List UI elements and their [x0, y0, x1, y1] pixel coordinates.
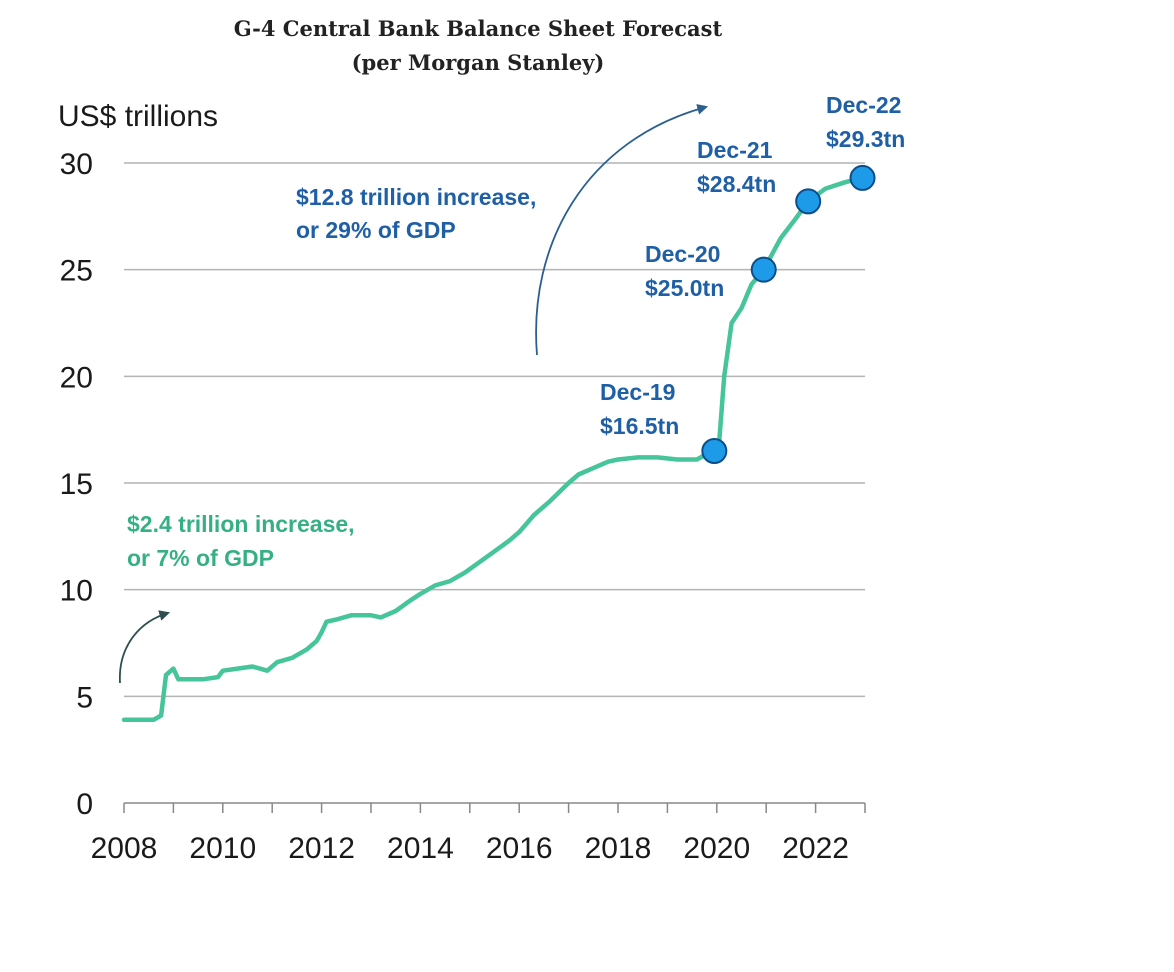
x-tick-label-2018: 2018 — [585, 832, 652, 865]
marker-dec-21 — [795, 188, 822, 215]
label-dec-21-value: $28.4tn — [697, 171, 776, 197]
y-tick-label-5: 5 — [76, 681, 93, 714]
x-tick-label-2020: 2020 — [683, 832, 750, 865]
marker-dec-20 — [750, 256, 777, 283]
x-tick-label-2022: 2022 — [782, 832, 849, 865]
label-dec-22-date: Dec-22 — [826, 92, 901, 118]
y-tick-label-10: 10 — [60, 575, 93, 608]
gridlines — [124, 162, 865, 698]
chart-title: G-4 Central Bank Balance Sheet Forecast — [234, 16, 723, 41]
label-dec-22-value: $29.3tn — [826, 126, 905, 152]
y-tick-label-0: 0 — [76, 788, 93, 821]
x-axis — [123, 802, 866, 813]
y-tick-labels: 0 5 10 15 20 25 30 — [60, 148, 93, 821]
increase-arrow-2009 — [119, 610, 171, 684]
label-dec-20-value: $25.0tn — [645, 275, 724, 301]
balance-sheet-series-line — [121, 175, 865, 723]
y-tick-label-25: 25 — [60, 255, 93, 288]
annotation-2009-line1: $2.4 trillion increase, — [127, 511, 355, 537]
x-tick-label-2014: 2014 — [387, 832, 454, 865]
x-tick-label-2016: 2016 — [486, 832, 553, 865]
label-dec-19-date: Dec-19 — [600, 379, 675, 405]
chart-subtitle: (per Morgan Stanley) — [352, 50, 605, 75]
y-axis-label: US$ trillions — [58, 100, 218, 133]
y-tick-label-20: 20 — [60, 361, 93, 394]
y-tick-label-15: 15 — [60, 468, 93, 501]
increase-arrow-2020 — [535, 104, 709, 356]
marker-dec-22 — [849, 164, 876, 191]
x-tick-label-2012: 2012 — [288, 832, 355, 865]
annotation-2020-line1: $12.8 trillion increase, — [296, 184, 536, 210]
annotation-2020-line2: or 29% of GDP — [296, 217, 456, 243]
annotation-2009-line2: or 7% of GDP — [127, 545, 274, 571]
markers — [701, 164, 876, 464]
x-tick-labels: 2008 2010 2012 2014 2016 2018 2020 2022 — [91, 832, 849, 865]
x-tick-label-2010: 2010 — [189, 832, 256, 865]
label-dec-21-date: Dec-21 — [697, 137, 773, 163]
label-dec-19-value: $16.5tn — [600, 413, 679, 439]
label-dec-20-date: Dec-20 — [645, 241, 720, 267]
x-tick-label-2008: 2008 — [91, 832, 158, 865]
marker-dec-19 — [701, 438, 728, 464]
y-tick-label-30: 30 — [60, 148, 93, 181]
